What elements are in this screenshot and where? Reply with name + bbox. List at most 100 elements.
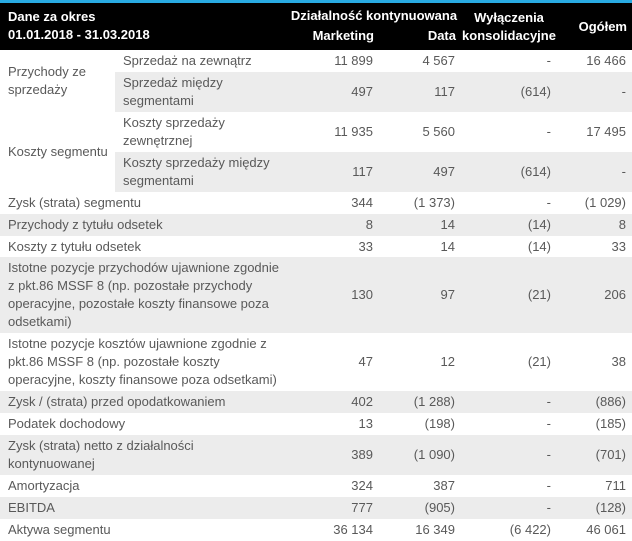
table-row: Zysk (strata) segmentu 344 (1 373) - (1 … bbox=[0, 192, 632, 214]
cell-exclusions: - bbox=[461, 434, 557, 475]
cell-total: (128) bbox=[557, 496, 632, 519]
table-row: Koszty sprzedaży między segmentami 117 4… bbox=[0, 151, 632, 192]
cell-data: (1 090) bbox=[379, 434, 461, 475]
header-row-sub: Marketing Data bbox=[0, 25, 632, 51]
cell-exclusions: - bbox=[461, 496, 557, 519]
period-header-cell: Dane za okres 01.01.2018 - 31.03.2018 bbox=[0, 3, 287, 51]
row-label: Amortyzacja bbox=[8, 477, 80, 493]
cell-data: 117 bbox=[379, 72, 461, 112]
cell-total: 46 061 bbox=[586, 521, 626, 537]
cell-exclusions: - bbox=[546, 477, 551, 493]
cell-total: 38 bbox=[611, 354, 626, 370]
row-label: Sprzedaż na zewnątrz bbox=[123, 53, 252, 69]
row-label: Istotne pozycje przychodów ujawnione zgo… bbox=[0, 257, 287, 334]
consolidation-exclusions-header: Wyłączenia konsolidacyjne bbox=[461, 3, 557, 51]
cell-data: 497 bbox=[379, 151, 461, 192]
cell-data: 387 bbox=[433, 477, 455, 493]
row-label: Podatek dochodowy bbox=[8, 415, 126, 431]
cell-total: (886) bbox=[557, 391, 632, 413]
segment-report-table: Dane za okres 01.01.2018 - 31.03.2018 Dz… bbox=[0, 3, 632, 541]
table-header: Dane za okres 01.01.2018 - 31.03.2018 Dz… bbox=[0, 3, 632, 51]
cell-total: 33 bbox=[611, 238, 626, 254]
cell-exclusions: (21) bbox=[527, 354, 551, 370]
row-label: Koszty sprzedaży zewnętrznej bbox=[123, 114, 225, 148]
cell-data: 12 bbox=[440, 354, 455, 370]
table-row: Podatek dochodowy 13 (198) - (185) bbox=[0, 413, 632, 435]
cell-data: 16 349 bbox=[415, 521, 455, 537]
cell-total: (185) bbox=[595, 415, 626, 431]
cell-marketing: 777 bbox=[287, 496, 379, 519]
table-row: EBITDA 777 (905) - (128) bbox=[0, 496, 632, 519]
cell-data: 5 560 bbox=[422, 123, 455, 139]
continued-operations-header: Działalność kontynuowana bbox=[287, 3, 461, 26]
table-row: Istotne pozycje przychodów ujawnione zgo… bbox=[0, 257, 632, 334]
cell-marketing: 33 bbox=[358, 238, 373, 254]
cell-total: - bbox=[557, 72, 632, 112]
marketing-column-header: Marketing bbox=[287, 25, 379, 51]
cell-total: 8 bbox=[557, 213, 632, 236]
row-label: Koszty sprzedaży między segmentami bbox=[115, 151, 287, 192]
cell-data: (1 373) bbox=[413, 194, 455, 210]
table-row: Istotne pozycje kosztów ujawnione zgodni… bbox=[0, 333, 632, 391]
cell-exclusions: (14) bbox=[527, 238, 551, 254]
header-row-top: Dane za okres 01.01.2018 - 31.03.2018 Dz… bbox=[0, 3, 632, 51]
row-label: EBITDA bbox=[0, 496, 287, 519]
cell-exclusions: - bbox=[546, 415, 551, 431]
cell-exclusions: (6 422) bbox=[509, 521, 551, 537]
row-label: Istotne pozycje kosztów ujawnione zgodni… bbox=[8, 336, 277, 388]
cell-total: 17 495 bbox=[586, 123, 626, 139]
total-header: Ogółem bbox=[557, 3, 632, 51]
cell-marketing: 11 899 bbox=[334, 53, 373, 69]
row-label: Zysk (strata) segmentu bbox=[8, 194, 141, 210]
row-label: Zysk / (strata) przed opodatkowaniem bbox=[0, 391, 287, 413]
cell-exclusions: (614) bbox=[461, 72, 557, 112]
cell-total: (701) bbox=[557, 434, 632, 475]
cell-marketing: 117 bbox=[287, 151, 379, 192]
cell-marketing: 11 935 bbox=[334, 123, 373, 139]
group-label-revenues: Przychody ze sprzedaży bbox=[0, 50, 115, 112]
cell-data: 14 bbox=[379, 213, 461, 236]
cell-exclusions: (14) bbox=[461, 213, 557, 236]
cell-exclusions: - bbox=[546, 123, 551, 139]
data-column-header: Data bbox=[379, 25, 461, 51]
table-row: Zysk / (strata) przed opodatkowaniem 402… bbox=[0, 391, 632, 413]
cell-exclusions: (21) bbox=[461, 257, 557, 334]
cell-marketing: 36 134 bbox=[333, 521, 373, 537]
cell-marketing: 389 bbox=[287, 434, 379, 475]
cell-data: 14 bbox=[440, 238, 455, 254]
table-body: Przychody ze sprzedaży Sprzedaż na zewną… bbox=[0, 50, 632, 541]
cell-total: (1 029) bbox=[584, 194, 626, 210]
cell-total: 206 bbox=[557, 257, 632, 334]
cell-data: 97 bbox=[379, 257, 461, 334]
cell-exclusions: - bbox=[546, 194, 551, 210]
cell-total: - bbox=[557, 151, 632, 192]
cell-marketing: 47 bbox=[358, 354, 373, 370]
cell-total: 16 466 bbox=[586, 53, 626, 69]
period-label-line2: 01.01.2018 - 31.03.2018 bbox=[8, 26, 150, 42]
cell-marketing: 13 bbox=[358, 415, 373, 431]
row-label: Sprzedaż między segmentami bbox=[115, 72, 287, 112]
table-row: Koszty segmentu Koszty sprzedaży zewnętr… bbox=[0, 111, 632, 192]
cell-marketing: 344 bbox=[351, 194, 373, 210]
cell-exclusions: - bbox=[546, 53, 551, 69]
table-row: Przychody z tytułu odsetek 8 14 (14) 8 bbox=[0, 213, 632, 236]
cell-marketing: 497 bbox=[287, 72, 379, 112]
table-row: Sprzedaż między segmentami 497 117 (614)… bbox=[0, 72, 632, 112]
row-label: Zysk (strata) netto z działalności konty… bbox=[0, 434, 287, 475]
row-label: Aktywa segmentu bbox=[8, 521, 111, 537]
table-row: Amortyzacja 324 387 - 711 bbox=[0, 475, 632, 497]
cell-marketing: 324 bbox=[351, 477, 373, 493]
cell-data: (1 288) bbox=[379, 391, 461, 413]
row-label: Koszty z tytułu odsetek bbox=[8, 238, 141, 254]
cell-total: 711 bbox=[605, 477, 626, 493]
cell-exclusions: - bbox=[461, 391, 557, 413]
cell-data: (905) bbox=[379, 496, 461, 519]
table-row: Zysk (strata) netto z działalności konty… bbox=[0, 434, 632, 475]
cell-data: (198) bbox=[424, 415, 455, 431]
cell-exclusions: (614) bbox=[461, 151, 557, 192]
table-row: Przychody ze sprzedaży Sprzedaż na zewną… bbox=[0, 50, 632, 112]
cell-marketing: 8 bbox=[287, 213, 379, 236]
table-row: Aktywa segmentu 36 134 16 349 (6 422) 46… bbox=[0, 519, 632, 541]
row-label: Przychody z tytułu odsetek bbox=[0, 213, 287, 236]
